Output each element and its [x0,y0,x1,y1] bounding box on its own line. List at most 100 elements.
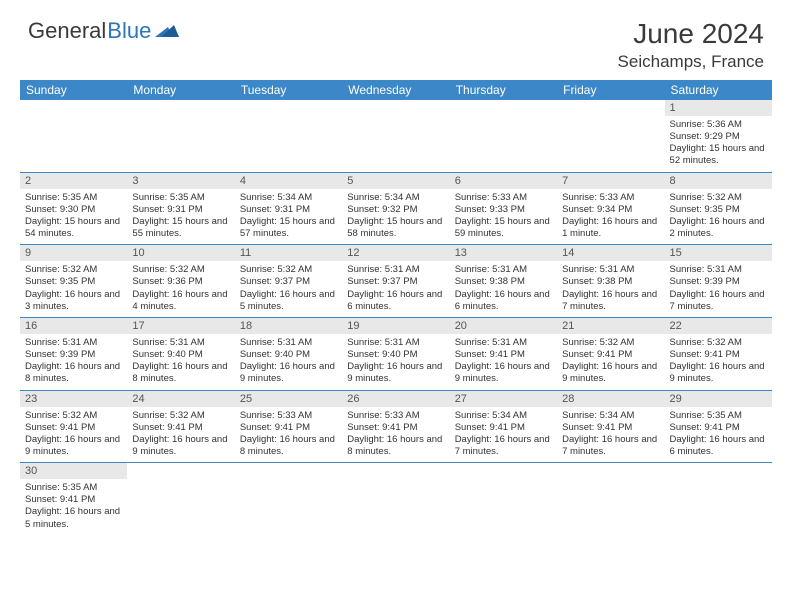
sunset-line: Sunset: 9:29 PM [670,131,767,143]
daylight-line: Daylight: 16 hours and 1 minute. [562,216,659,240]
day-number: 2 [20,173,127,189]
calendar-cell: 27Sunrise: 5:34 AMSunset: 9:41 PMDayligh… [450,390,557,463]
sunrise-line: Sunrise: 5:33 AM [455,192,552,204]
sunrise-line: Sunrise: 5:31 AM [562,264,659,276]
brand-text-1: General [28,18,106,44]
daylight-line: Daylight: 16 hours and 9 minutes. [670,361,767,385]
calendar-cell: 29Sunrise: 5:35 AMSunset: 9:41 PMDayligh… [665,390,772,463]
day-content: Sunrise: 5:32 AMSunset: 9:35 PMDaylight:… [665,189,772,245]
calendar-week: 16Sunrise: 5:31 AMSunset: 9:39 PMDayligh… [20,317,772,390]
calendar-cell [450,463,557,535]
sunset-line: Sunset: 9:35 PM [25,276,122,288]
calendar-cell [557,463,664,535]
day-number: 9 [20,245,127,261]
daylight-line: Daylight: 16 hours and 9 minutes. [132,434,229,458]
calendar-cell [450,100,557,172]
daylight-line: Daylight: 16 hours and 7 minutes. [562,434,659,458]
sunset-line: Sunset: 9:40 PM [132,349,229,361]
daylight-line: Daylight: 16 hours and 7 minutes. [455,434,552,458]
day-number: 24 [127,391,234,407]
day-content: Sunrise: 5:35 AMSunset: 9:30 PMDaylight:… [20,189,127,245]
daylight-line: Daylight: 15 hours and 59 minutes. [455,216,552,240]
calendar-week: 23Sunrise: 5:32 AMSunset: 9:41 PMDayligh… [20,390,772,463]
day-number: 28 [557,391,664,407]
calendar-week: 2Sunrise: 5:35 AMSunset: 9:30 PMDaylight… [20,172,772,245]
day-number: 22 [665,318,772,334]
calendar-week: 30Sunrise: 5:35 AMSunset: 9:41 PMDayligh… [20,463,772,535]
sunset-line: Sunset: 9:36 PM [132,276,229,288]
daylight-line: Daylight: 16 hours and 9 minutes. [240,361,337,385]
sunset-line: Sunset: 9:33 PM [455,204,552,216]
day-number: 18 [235,318,342,334]
day-content: Sunrise: 5:32 AMSunset: 9:41 PMDaylight:… [557,334,664,390]
daylight-line: Daylight: 16 hours and 8 minutes. [240,434,337,458]
calendar-cell: 15Sunrise: 5:31 AMSunset: 9:39 PMDayligh… [665,245,772,318]
daylight-line: Daylight: 16 hours and 8 minutes. [25,361,122,385]
sunset-line: Sunset: 9:37 PM [347,276,444,288]
day-number: 13 [450,245,557,261]
day-number: 11 [235,245,342,261]
calendar-cell: 10Sunrise: 5:32 AMSunset: 9:36 PMDayligh… [127,245,234,318]
day-content: Sunrise: 5:34 AMSunset: 9:32 PMDaylight:… [342,189,449,245]
calendar-cell: 28Sunrise: 5:34 AMSunset: 9:41 PMDayligh… [557,390,664,463]
calendar-cell: 13Sunrise: 5:31 AMSunset: 9:38 PMDayligh… [450,245,557,318]
day-content: Sunrise: 5:35 AMSunset: 9:31 PMDaylight:… [127,189,234,245]
day-number: 7 [557,173,664,189]
calendar-cell [127,100,234,172]
sunrise-line: Sunrise: 5:31 AM [240,337,337,349]
sunrise-line: Sunrise: 5:36 AM [670,119,767,131]
sunset-line: Sunset: 9:41 PM [240,422,337,434]
sunrise-line: Sunrise: 5:31 AM [347,264,444,276]
day-content: Sunrise: 5:33 AMSunset: 9:41 PMDaylight:… [235,407,342,463]
calendar-cell: 25Sunrise: 5:33 AMSunset: 9:41 PMDayligh… [235,390,342,463]
day-number: 6 [450,173,557,189]
day-number: 4 [235,173,342,189]
calendar-cell: 18Sunrise: 5:31 AMSunset: 9:40 PMDayligh… [235,317,342,390]
daylight-line: Daylight: 16 hours and 6 minutes. [670,434,767,458]
day-content: Sunrise: 5:32 AMSunset: 9:37 PMDaylight:… [235,261,342,317]
daylight-line: Daylight: 15 hours and 55 minutes. [132,216,229,240]
day-number: 14 [557,245,664,261]
calendar-cell [342,463,449,535]
sunrise-line: Sunrise: 5:32 AM [562,337,659,349]
sunrise-line: Sunrise: 5:34 AM [347,192,444,204]
sunset-line: Sunset: 9:41 PM [25,494,122,506]
calendar-cell: 23Sunrise: 5:32 AMSunset: 9:41 PMDayligh… [20,390,127,463]
sunset-line: Sunset: 9:39 PM [25,349,122,361]
day-number: 29 [665,391,772,407]
sunrise-line: Sunrise: 5:31 AM [347,337,444,349]
day-number: 5 [342,173,449,189]
calendar-cell: 11Sunrise: 5:32 AMSunset: 9:37 PMDayligh… [235,245,342,318]
daylight-line: Daylight: 16 hours and 6 minutes. [455,289,552,313]
calendar-week: 9Sunrise: 5:32 AMSunset: 9:35 PMDaylight… [20,245,772,318]
dayname: Friday [557,80,664,100]
day-number: 12 [342,245,449,261]
sunrise-line: Sunrise: 5:32 AM [25,410,122,422]
day-content: Sunrise: 5:36 AMSunset: 9:29 PMDaylight:… [665,116,772,172]
daylight-line: Daylight: 16 hours and 9 minutes. [562,361,659,385]
daylight-line: Daylight: 16 hours and 7 minutes. [562,289,659,313]
day-number: 25 [235,391,342,407]
sunset-line: Sunset: 9:40 PM [347,349,444,361]
sunrise-line: Sunrise: 5:35 AM [132,192,229,204]
daylight-line: Daylight: 16 hours and 4 minutes. [132,289,229,313]
sunset-line: Sunset: 9:41 PM [562,422,659,434]
title-block: June 2024 Seichamps, France [618,18,764,72]
sunset-line: Sunset: 9:41 PM [132,422,229,434]
calendar-cell: 4Sunrise: 5:34 AMSunset: 9:31 PMDaylight… [235,172,342,245]
sunrise-line: Sunrise: 5:31 AM [670,264,767,276]
sunset-line: Sunset: 9:38 PM [455,276,552,288]
sunrise-line: Sunrise: 5:31 AM [25,337,122,349]
day-number: 20 [450,318,557,334]
calendar-cell: 6 Sunrise: 5:33 AMSunset: 9:33 PMDaylight… [450,172,557,245]
calendar-cell: 22Sunrise: 5:32 AMSunset: 9:41 PMDayligh… [665,317,772,390]
brand-logo: GeneralBlue [28,18,181,44]
sunset-line: Sunset: 9:41 PM [347,422,444,434]
day-number: 1 [665,100,772,116]
day-content: Sunrise: 5:31 AMSunset: 9:37 PMDaylight:… [342,261,449,317]
calendar-cell: 24Sunrise: 5:32 AMSunset: 9:41 PMDayligh… [127,390,234,463]
day-content: Sunrise: 5:31 AMSunset: 9:40 PMDaylight:… [342,334,449,390]
sunset-line: Sunset: 9:41 PM [455,422,552,434]
calendar-cell [235,463,342,535]
calendar-cell [557,100,664,172]
